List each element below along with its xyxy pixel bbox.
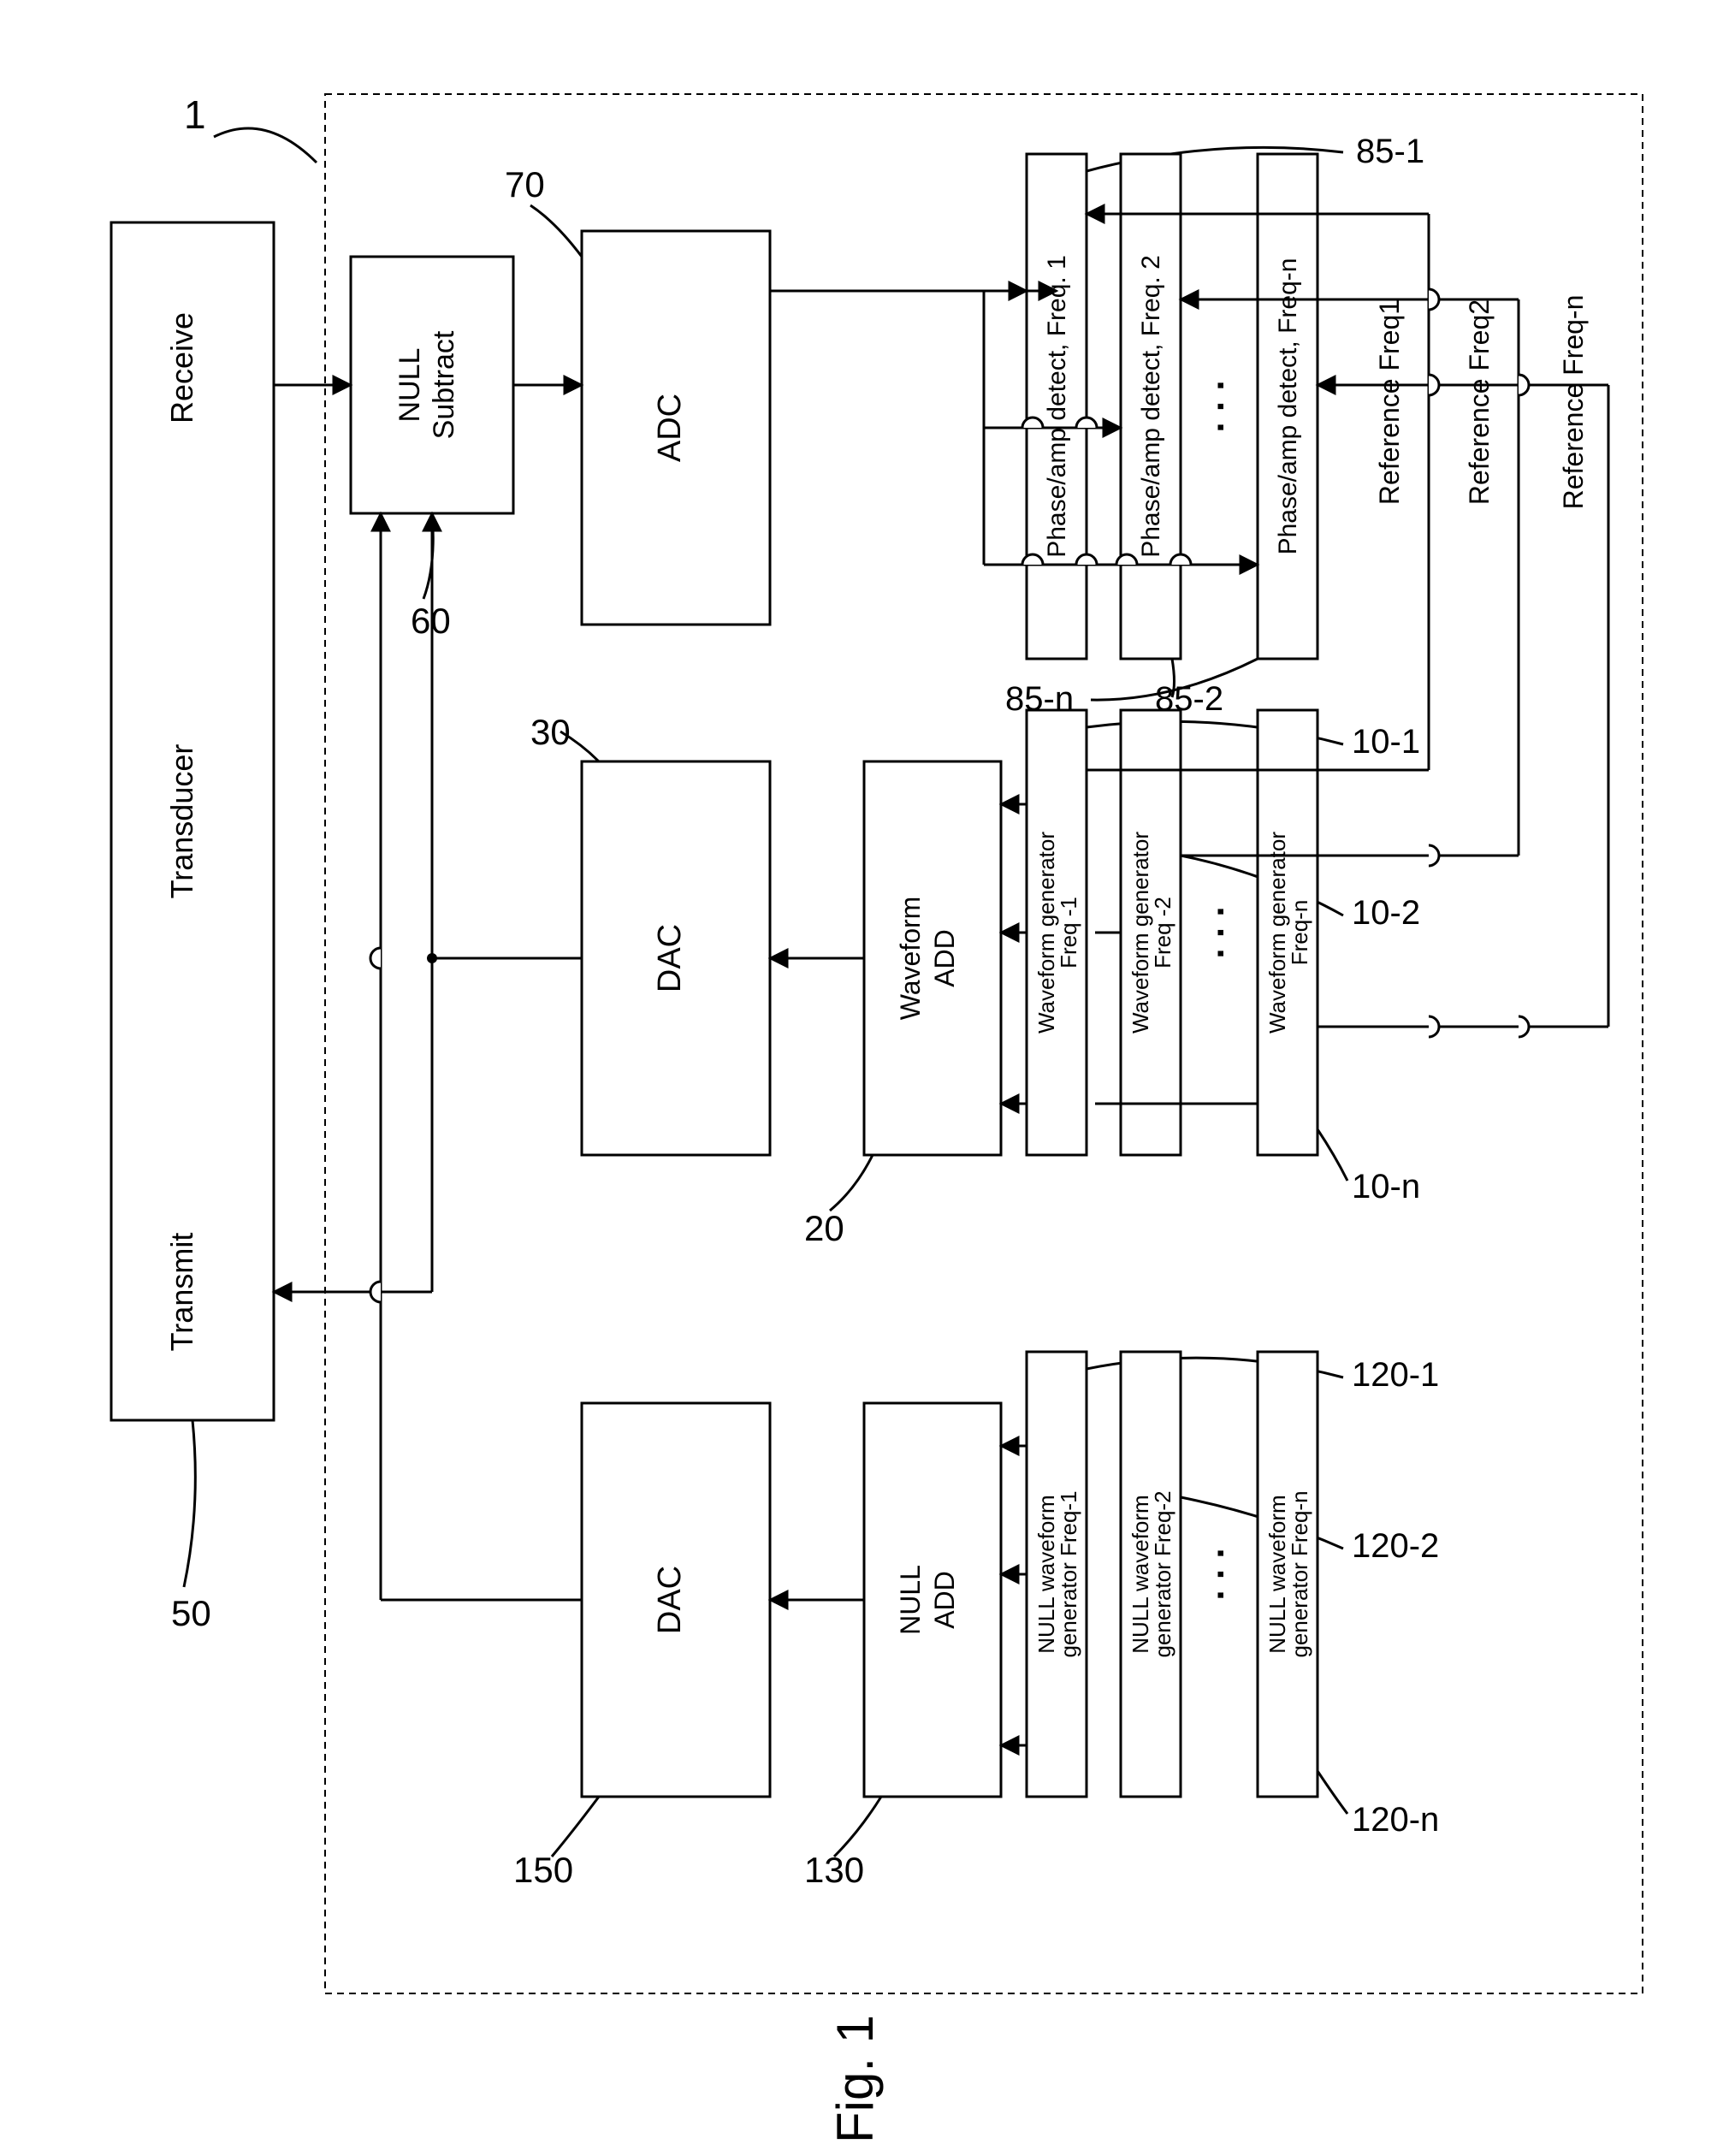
svg-text:Phase/amp detect, Freq-n: Phase/amp detect, Freq-n: [1274, 258, 1302, 555]
block-diagram: 1 Receive Transducer Transmit 50 NULL Su…: [0, 0, 1735, 2156]
adc-ref: 70: [505, 164, 545, 204]
dac1-ref: 30: [530, 712, 571, 752]
null-add-l2: ADD: [929, 1571, 960, 1629]
svg-text:Phase/amp detect, Freq. 1: Phase/amp detect, Freq. 1: [1043, 255, 1071, 558]
figure-label: Fig. 1: [826, 2015, 884, 2143]
null-subtract-ref: 60: [411, 601, 451, 641]
wavegen-n: Waveform generator Freq-n 10-n: [1258, 710, 1420, 1205]
nullgen-n: NULL waveform generator Freq-n 120-n: [1258, 1352, 1439, 1839]
phase-dots: . . .: [1190, 380, 1232, 432]
nullgen-dots: . . .: [1190, 1548, 1232, 1600]
nullgen-1: NULL waveform generator Freq-1 120-1: [1027, 1352, 1439, 1797]
phase-detect-2: Phase/amp detect, Freq. 2 85-2: [1121, 154, 1223, 718]
waveform-add-ref: 20: [804, 1208, 844, 1248]
dac2-ref: 150: [513, 1850, 573, 1890]
svg-text:generator Freq-2: generator Freq-2: [1150, 1490, 1175, 1657]
null-subtract-l2: Subtract: [428, 330, 460, 439]
wavegen-dots: . . .: [1190, 906, 1232, 958]
dac1-label: DAC: [652, 924, 688, 992]
nullgen-n-ref: 120-n: [1352, 1801, 1439, 1839]
nullgen-2-ref: 120-2: [1352, 1527, 1439, 1565]
dac2-label: DAC: [652, 1566, 688, 1634]
transducer-receive: Receive: [164, 312, 199, 424]
system-ref: 1: [184, 92, 206, 137]
phase-detect-1-ref: 85-1: [1356, 133, 1424, 170]
transducer-ref: 50: [171, 1593, 211, 1633]
ref-freq1-label: Reference Freq1: [1374, 299, 1405, 505]
svg-text:Freq -2: Freq -2: [1150, 897, 1175, 968]
null-add-l1: NULL: [895, 1565, 926, 1635]
adc-label: ADC: [652, 394, 688, 462]
nullgen-1-ref: 120-1: [1352, 1356, 1439, 1394]
svg-text:Freq-n: Freq-n: [1287, 900, 1312, 966]
transducer-transmit: Transmit: [164, 1233, 199, 1352]
svg-text:Phase/amp detect, Freq. 2: Phase/amp detect, Freq. 2: [1137, 255, 1165, 558]
svg-text:Freq -1: Freq -1: [1056, 897, 1081, 968]
wavegen-2-ref: 10-2: [1352, 894, 1420, 932]
svg-text:generator Freq-1: generator Freq-1: [1056, 1490, 1081, 1657]
transducer-name: Transducer: [164, 744, 199, 899]
waveform-add-l2: ADD: [929, 929, 960, 987]
waveform-add-l1: Waveform: [895, 897, 926, 1021]
svg-text:generator Freq-n: generator Freq-n: [1287, 1490, 1312, 1657]
wavegen-n-ref: 10-n: [1352, 1168, 1420, 1205]
wavegen-1-ref: 10-1: [1352, 723, 1420, 761]
ref-freq2-label: Reference Freq2: [1464, 299, 1495, 505]
null-subtract-l1: NULL: [394, 348, 426, 423]
ref-freqn-label: Reference Freq-n: [1558, 295, 1589, 510]
